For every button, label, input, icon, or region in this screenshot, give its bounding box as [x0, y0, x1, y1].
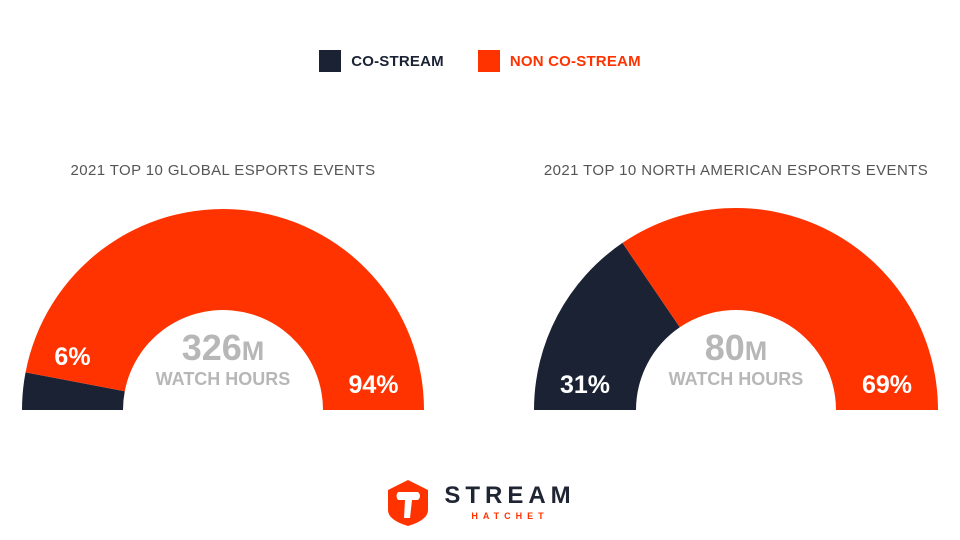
data-label-co-stream: 6% [54, 343, 90, 371]
legend-label-non-co-stream: NON CO-STREAM [509, 52, 641, 70]
center-value: 326M [182, 327, 265, 368]
center-label: WATCH HOURS [669, 369, 804, 389]
slice-non-co-stream [622, 208, 938, 410]
chart-title-global: 2021 TOP 10 GLOBAL ESPORTS EVENTS [70, 162, 376, 179]
logo-wordmark: STREAM [444, 482, 576, 509]
stream-hatchet-logo: STREAM HATCHET [0, 478, 960, 528]
legend-item-non-co-stream: NON CO-STREAM [477, 50, 641, 72]
chart-legend: CO-STREAM NON CO-STREAM [0, 50, 960, 72]
legend-swatch-co-stream [319, 50, 342, 72]
center-label: WATCH HOURS [156, 369, 291, 389]
data-label-non-co-stream: 94% [348, 371, 398, 399]
legend-item-co-stream: CO-STREAM [319, 50, 444, 72]
data-label-co-stream: 31% [560, 371, 610, 399]
axe-shield-icon [388, 480, 429, 526]
legend-label-co-stream: CO-STREAM [351, 52, 444, 70]
data-label-non-co-stream: 69% [862, 371, 912, 399]
chart-title-north-america: 2021 TOP 10 NORTH AMERICAN ESPORTS EVENT… [543, 162, 929, 179]
slice-co-stream [22, 372, 125, 410]
center-value: 80M [705, 327, 768, 368]
slice-co-stream [534, 242, 680, 410]
legend-swatch-non-co-stream [477, 50, 500, 72]
logo-subword: HATCHET [471, 511, 549, 521]
slice-non-co-stream [25, 208, 424, 410]
